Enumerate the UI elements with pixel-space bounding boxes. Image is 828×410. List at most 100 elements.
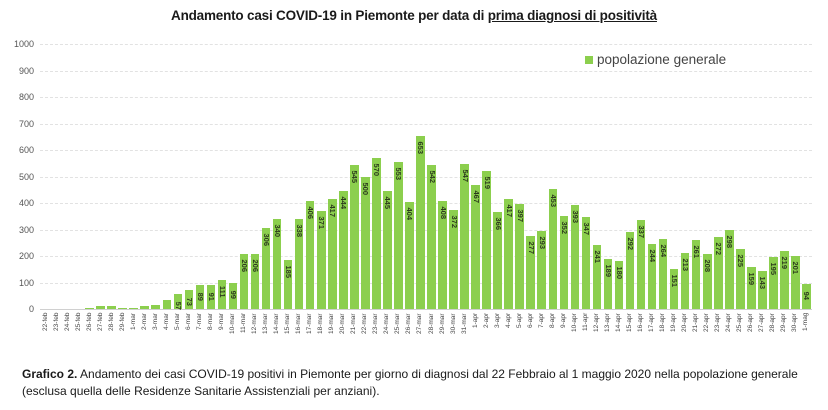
bar: 208	[702, 253, 712, 309]
bar-value-label: 347	[581, 222, 591, 236]
x-tick-label: 25-mar	[394, 313, 402, 334]
x-tick-label: 17-mar	[306, 313, 314, 334]
x-tick-label: 26-mar	[405, 313, 413, 334]
bar-value-label: 89	[195, 293, 205, 302]
gridline	[40, 44, 812, 45]
x-tick-label: 3-mar	[151, 313, 159, 330]
bar-value-label: 277	[526, 241, 536, 254]
bar-value-label: 406	[305, 206, 315, 220]
bar	[129, 308, 139, 309]
x-tick-label: 12-mar	[251, 313, 259, 334]
x-tick-label: 8-apr	[548, 313, 556, 329]
x-tick-label: 4-mar	[162, 313, 170, 330]
bar: 467	[471, 185, 480, 309]
bar: 151	[669, 269, 679, 309]
y-tick-label: 900	[18, 65, 34, 76]
legend: popolazione generale	[585, 52, 726, 67]
x-tick-label: 1-mar	[129, 313, 137, 330]
x-tick-label: 7-apr	[537, 313, 545, 329]
x-tick-label: 17-apr	[648, 313, 656, 332]
x-tick-label: 27-mar	[416, 313, 424, 334]
bar: 94	[802, 284, 811, 309]
gridline	[40, 203, 812, 204]
x-tick-label: 28-mar	[427, 313, 435, 334]
bar-value-label: 570	[372, 163, 382, 176]
bar-value-label: 99	[228, 290, 238, 299]
y-tick-label: 100	[18, 277, 34, 288]
x-tick-label: 4-apr	[504, 313, 512, 329]
x-tick-label: 2-mar	[140, 313, 148, 330]
bar-value-label: 180	[614, 266, 624, 280]
x-tick-label: 24-feb	[63, 313, 71, 332]
x-tick-label: 11-mar	[240, 313, 248, 334]
bar-value-label: 542	[427, 170, 437, 184]
bar-value-label: 467	[471, 190, 481, 204]
bar: 225	[736, 249, 745, 309]
bar-value-label: 519	[482, 176, 492, 190]
gridline	[40, 70, 812, 72]
bar-value-label: 292	[625, 237, 635, 250]
x-tick-label: 11-apr	[581, 313, 589, 332]
x-tick-label: 14-apr	[615, 313, 622, 332]
bar-value-label: 417	[328, 203, 337, 217]
bar-value-label: 371	[316, 216, 326, 229]
gridline	[40, 176, 812, 178]
plot-area: 57 73 89 91 111 99 206 206 306 340 185 338 406 371 417…	[40, 44, 812, 310]
x-tick-label: 23-mar	[372, 313, 380, 334]
bar: 570	[372, 157, 382, 309]
bar: 111	[217, 279, 227, 309]
bar	[96, 305, 105, 309]
bar-value-label: 241	[592, 250, 602, 264]
bar-value-label: 337	[636, 225, 646, 238]
bar-value-label: 244	[647, 249, 657, 263]
x-tick-label: 16-apr	[637, 313, 645, 332]
x-tick-label: 2-apr	[482, 313, 490, 329]
bar: 453	[548, 188, 558, 309]
bar: 213	[680, 252, 690, 309]
bar: 352	[559, 215, 569, 309]
x-tick-label: 9-apr	[559, 313, 567, 329]
x-tick-label: 5-apr	[515, 313, 523, 329]
chart-title-underlined: prima diagnosi di positività	[487, 8, 657, 23]
bar: 219	[780, 250, 789, 309]
bar: 366	[493, 212, 502, 309]
bar: 272	[713, 236, 723, 309]
chart-title: Andamento casi COVID-19 in Piemonte per …	[0, 8, 828, 23]
bar: 547	[460, 164, 469, 309]
x-tick-label: 14-mar	[273, 313, 281, 334]
gridline	[40, 97, 812, 98]
bar: 277	[526, 235, 536, 309]
x-tick-label: 20-apr	[681, 313, 689, 332]
x-tick-label: 6-apr	[526, 313, 534, 329]
x-tick-label: 22-mar	[361, 313, 369, 334]
bar-value-label: 185	[283, 265, 293, 278]
x-tick-label: 28-apr	[769, 313, 777, 332]
x-tick-label: 29-feb	[118, 313, 126, 332]
y-tick-label: 800	[18, 92, 34, 102]
x-tick-label: 25-apr	[736, 313, 744, 332]
bar: 306	[261, 227, 271, 309]
bar-value-label: 417	[504, 203, 514, 217]
bar-value-label: 340	[272, 224, 282, 237]
bar-value-label: 189	[603, 264, 613, 277]
bar-value-label: 293	[537, 236, 547, 250]
x-tick-label: 18-mar	[317, 313, 325, 334]
bar-value-label: 306	[261, 233, 271, 246]
x-tick-label: 1-apr	[471, 313, 479, 329]
x-tick-label: 19-mar	[328, 313, 336, 334]
x-tick-label: 21-mar	[350, 313, 358, 334]
x-tick-label: 15-apr	[626, 313, 634, 332]
bar-value-label: 208	[702, 259, 712, 272]
bar-value-label: 261	[691, 245, 701, 258]
x-tick-label: 16-mar	[295, 313, 303, 334]
x-tick-label: 21-apr	[692, 313, 700, 332]
x-tick-label: 24-mar	[383, 313, 391, 334]
bar: 201	[791, 255, 800, 309]
gridline	[40, 123, 812, 125]
bar-value-label: 545	[350, 170, 360, 183]
bar: 397	[515, 203, 524, 309]
bar: 500	[361, 176, 370, 309]
y-tick-label: 1000	[13, 39, 34, 49]
x-tick-label: 22-feb	[41, 313, 49, 332]
bar-value-label: 206	[239, 259, 249, 273]
